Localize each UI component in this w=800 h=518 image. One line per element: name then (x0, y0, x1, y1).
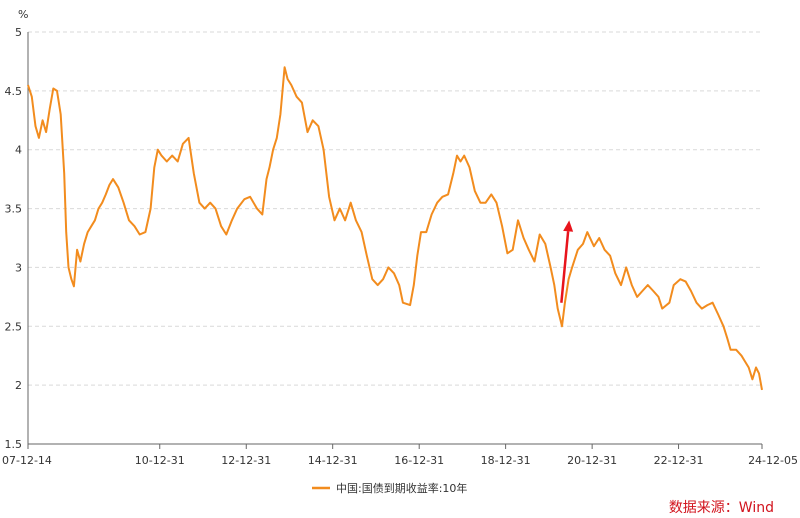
legend[interactable]: 中国:国债到期收益率:10年 (312, 481, 467, 495)
y-axis: 1.5 2 2.5 3 3.5 4 4.5 5 (5, 26, 29, 451)
series-group (27, 66, 763, 391)
x-tick-label: 16-12-31 (394, 454, 444, 467)
x-tick-label: 12-12-31 (221, 454, 271, 467)
annotation-arrow-head (563, 220, 574, 232)
annotation-group (560, 220, 574, 303)
x-tick-label: 07-12-14 (2, 454, 52, 467)
y-axis-unit-label: % (18, 8, 28, 21)
y-tick-label: 1.5 (5, 438, 23, 451)
y-tick-label: 4.5 (5, 85, 23, 98)
x-tick-label: 24-12-05 (748, 454, 798, 467)
x-tick-label: 14-12-31 (308, 454, 358, 467)
x-tick-label: 20-12-31 (567, 454, 617, 467)
y-tick-label: 2 (15, 379, 22, 392)
x-tick-label: 22-12-31 (654, 454, 704, 467)
x-tick-label: 10-12-31 (135, 454, 185, 467)
y-tick-label: 2.5 (5, 320, 23, 333)
series-line-0 (27, 66, 763, 391)
y-tick-label: 3 (15, 261, 22, 274)
y-tick-label: 3.5 (5, 203, 23, 216)
data-source-label: 数据来源：Wind (668, 500, 774, 516)
legend-label-series-0: 中国:国债到期收益率:10年 (336, 481, 467, 495)
x-axis: 07-12-14 10-12-31 12-12-31 14-12-31 16-12-31… (2, 443, 798, 467)
x-tick-label: 18-12-31 (481, 454, 531, 467)
y-tick-label: 5 (15, 26, 22, 39)
annotation-arrow-shaft (560, 231, 570, 303)
y-tick-label: 4 (15, 144, 22, 157)
gridlines (28, 31, 762, 386)
